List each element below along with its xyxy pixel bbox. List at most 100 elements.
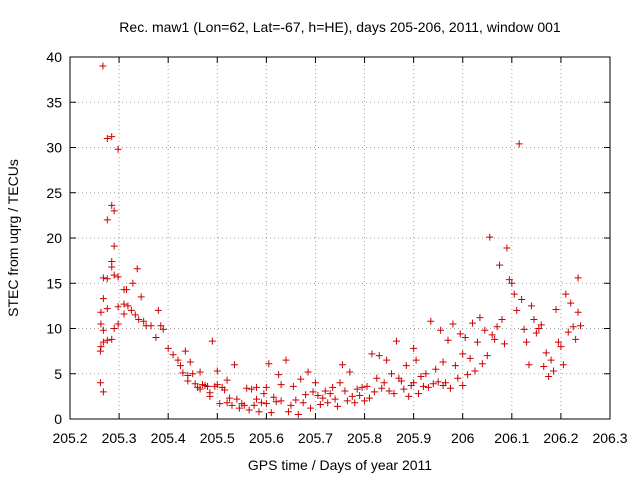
data-point xyxy=(326,390,334,398)
data-point xyxy=(577,322,585,330)
x-tick-label: 205.3 xyxy=(102,430,137,446)
data-point xyxy=(574,308,582,316)
data-point xyxy=(338,361,346,369)
data-point xyxy=(103,216,111,224)
data-point xyxy=(503,244,511,252)
data-point xyxy=(427,317,435,325)
data-point xyxy=(547,356,555,364)
data-point xyxy=(191,380,199,388)
data-point xyxy=(206,392,214,400)
data-point xyxy=(302,391,310,399)
data-point xyxy=(508,279,516,287)
data-point xyxy=(262,383,270,391)
data-point xyxy=(515,140,523,148)
data-point xyxy=(272,398,280,406)
data-point xyxy=(213,381,221,389)
data-point xyxy=(203,382,211,390)
data-point xyxy=(525,361,533,369)
data-point xyxy=(348,392,356,400)
y-tick-label: 40 xyxy=(46,49,62,65)
data-point xyxy=(368,350,376,358)
data-point xyxy=(434,378,442,386)
data-point xyxy=(223,376,231,384)
data-point xyxy=(346,368,354,376)
data-point xyxy=(378,384,386,392)
data-point xyxy=(260,390,268,398)
data-point xyxy=(537,321,545,329)
data-point xyxy=(122,286,130,294)
data-point xyxy=(500,340,508,348)
data-point xyxy=(147,322,155,330)
data-point xyxy=(108,263,116,271)
data-point xyxy=(189,370,197,378)
data-point xyxy=(270,393,278,401)
data-point xyxy=(131,311,139,319)
data-point xyxy=(108,133,116,141)
data-point xyxy=(97,320,105,328)
data-point xyxy=(459,382,467,390)
data-point xyxy=(446,384,454,392)
data-point xyxy=(319,394,327,402)
data-point xyxy=(157,322,165,330)
data-point xyxy=(334,402,342,410)
data-point xyxy=(216,400,224,408)
data-point xyxy=(124,302,132,310)
data-point xyxy=(419,382,427,390)
data-point xyxy=(159,325,167,333)
chart-title: Rec. maw1 (Lon=62, Lat=-67, h=HE), days … xyxy=(119,19,561,35)
data-point xyxy=(488,331,496,339)
data-point xyxy=(164,344,172,352)
data-point xyxy=(397,377,405,385)
data-point xyxy=(483,352,491,360)
data-point xyxy=(370,388,378,396)
y-tick-labels: 0 5 10 15 20 25 30 35 40 xyxy=(46,49,62,427)
data-point xyxy=(486,233,494,241)
data-point xyxy=(311,379,319,387)
data-point xyxy=(476,314,484,322)
y-tick-label: 0 xyxy=(54,411,62,427)
data-point xyxy=(169,351,177,359)
x-tick-label: 206.1 xyxy=(494,430,529,446)
data-point xyxy=(114,303,122,311)
data-point xyxy=(550,367,558,375)
x-tick-label: 206 xyxy=(451,430,475,446)
data-point xyxy=(562,290,570,298)
data-point xyxy=(152,334,160,342)
x-tick-label: 206.2 xyxy=(543,430,578,446)
data-point xyxy=(437,326,445,334)
data-point xyxy=(120,310,128,318)
y-tick-label: 5 xyxy=(54,366,62,382)
data-point xyxy=(99,62,107,70)
data-point xyxy=(375,352,383,360)
x-tick-label: 205.8 xyxy=(347,430,382,446)
data-point xyxy=(110,242,118,250)
data-point xyxy=(284,408,292,416)
data-point xyxy=(245,406,253,414)
data-point xyxy=(530,315,538,323)
data-point xyxy=(461,334,469,342)
data-point xyxy=(496,261,504,269)
data-point xyxy=(99,274,107,282)
data-point xyxy=(135,315,143,323)
data-point xyxy=(410,379,418,387)
data-point xyxy=(329,383,337,391)
data-point xyxy=(365,394,373,402)
data-point xyxy=(179,369,187,377)
data-point xyxy=(184,377,192,385)
data-point xyxy=(373,374,381,382)
data-point xyxy=(289,382,297,390)
data-point xyxy=(481,326,489,334)
data-point xyxy=(309,388,317,396)
x-axis-label: GPS time / Days of year 2011 xyxy=(248,457,432,473)
data-point xyxy=(459,350,467,358)
data-point xyxy=(316,401,324,409)
data-point xyxy=(292,396,300,404)
grid-lines xyxy=(70,57,610,419)
data-point xyxy=(324,399,332,407)
data-point xyxy=(99,338,107,346)
data-point xyxy=(388,370,396,378)
data-point xyxy=(114,273,122,281)
data-point xyxy=(262,400,270,408)
data-point xyxy=(518,296,526,304)
